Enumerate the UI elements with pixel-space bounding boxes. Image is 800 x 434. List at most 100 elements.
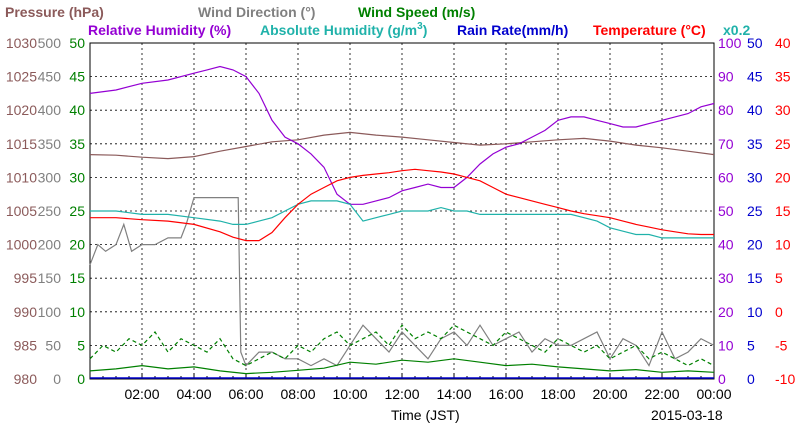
wind-direction-tick-label: 350 [38, 136, 62, 152]
legend-rain-rate: Rain Rate(mm/h) [457, 22, 568, 38]
legend-wind-speed: Wind Speed (m/s) [358, 4, 475, 20]
wind-direction-line [89, 197, 715, 367]
temperature-tick-label: 40 [775, 35, 791, 51]
wind-direction-tick-label: 50 [45, 337, 61, 353]
rain-rate-tick-label: 30 [747, 169, 763, 185]
temperature-c-line [90, 168, 714, 242]
relative-humidity-tick-label: 90 [718, 69, 734, 85]
pressure-tick-label: 1015 [6, 136, 37, 152]
wind-speed-tick-label: 20 [69, 237, 85, 253]
pressure-hpa-line [89, 131, 715, 160]
legend-wind-direction: Wind Direction (°) [198, 4, 315, 20]
rain-rate-tick-label: 35 [747, 136, 763, 152]
wind-speed-tick-label: 35 [69, 136, 85, 152]
x-tick-label: 04:00 [176, 386, 211, 402]
absolute-humidity-g-m3-x0-2-line [90, 200, 714, 239]
wind-speed-tick-label: 50 [69, 35, 85, 51]
rain-rate-tick-label: 0 [747, 371, 755, 387]
wind-speed-tick-label: 15 [69, 270, 85, 286]
wind-direction-tick-label: 250 [38, 203, 62, 219]
x-tick-label: 12:00 [384, 386, 419, 402]
wind-speed-tick-label: 5 [77, 337, 85, 353]
wind-speed-tick-label: 25 [69, 203, 85, 219]
series-lines [89, 65, 715, 379]
pressure-tick-label: 980 [14, 371, 38, 387]
legend-relative-humidity: Relative Humidity (%) [88, 22, 231, 38]
rain-rate-tick-label: 25 [747, 203, 763, 219]
temperature-tick-label: 15 [775, 203, 791, 219]
relative-humidity-tick-label: 30 [718, 270, 734, 286]
legend-absolute-humidity-close: ) [423, 22, 428, 38]
wind-direction-tick-label: 150 [38, 270, 62, 286]
wind-speed-tick-label: 40 [69, 102, 85, 118]
rain-rate-tick-label: 40 [747, 102, 763, 118]
rain-rate-tick-label: 20 [747, 237, 763, 253]
x-tick-label: 22:00 [644, 386, 679, 402]
pressure-tick-label: 1000 [6, 237, 37, 253]
x-tick-label: 06:00 [228, 386, 263, 402]
pressure-tick-label: 1020 [6, 102, 37, 118]
wind-direction-tick-label: 450 [38, 69, 62, 85]
wind-speed-tick-label: 45 [69, 69, 85, 85]
axes: 02:00 04:00 06:00 08:00 10:00 12:00 14:00 16:00… [6, 35, 796, 402]
relative-humidity-tick-label: 60 [718, 169, 734, 185]
relative-humidity-tick-label: 100 [718, 35, 742, 51]
wind-direction-tick-label: 300 [38, 169, 62, 185]
pressure-tick-label: 1030 [6, 35, 37, 51]
rain-rate-tick-label: 45 [747, 69, 763, 85]
pressure-tick-label: 990 [14, 304, 38, 320]
relative-humidity-tick-label: 80 [718, 102, 734, 118]
legend: Pressure (hPa) Wind Direction (°) Wind S… [5, 4, 750, 38]
x-tick-label: 00:00 [696, 386, 731, 402]
relative-humidity-line [89, 65, 715, 205]
temperature-tick-label: -5 [775, 337, 788, 353]
x-axis-label: Time (JST) [391, 407, 460, 423]
wind-direction-tick-label: 500 [38, 35, 62, 51]
pressure-tick-label: 985 [14, 337, 38, 353]
x-tick-label: 18:00 [540, 386, 575, 402]
relative-humidity-tick-label: 70 [718, 136, 734, 152]
wind-direction-tick-label: 0 [53, 371, 61, 387]
wind-speed-m-s-line [89, 358, 715, 375]
wind-speed-tick-label: 0 [77, 371, 85, 387]
wind-direction-tick-label: 200 [38, 237, 62, 253]
rain-rate-tick-label: 5 [747, 337, 755, 353]
pressure-tick-label: 995 [14, 270, 38, 286]
relative-humidity-tick-label: 20 [718, 304, 734, 320]
rain-rate-tick-label: 10 [747, 304, 763, 320]
x-tick-label: 02:00 [124, 386, 159, 402]
legend-pressure: Pressure (hPa) [5, 4, 104, 20]
wind-direction-tick-label: 100 [38, 304, 62, 320]
wind-speed-tick-label: 30 [69, 169, 85, 185]
temperature-tick-label: 35 [775, 69, 791, 85]
rain-rate-tick-label: 15 [747, 270, 763, 286]
temperature-tick-label: 20 [775, 169, 791, 185]
legend-absolute-humidity: Absolute Humidity (g/m3) [260, 21, 427, 38]
relative-humidity-tick-label: 0 [718, 371, 726, 387]
legend-scale-factor: x0.2 [723, 22, 750, 38]
grid [89, 42, 715, 380]
temperature-tick-label: 30 [775, 102, 791, 118]
pressure-tick-label: 1005 [6, 203, 37, 219]
pressure-tick-label: 1010 [6, 169, 37, 185]
wind-speed-tick-label: 10 [69, 304, 85, 320]
rain-rate-tick-label: 50 [747, 35, 763, 51]
legend-absolute-humidity-sup: 3 [417, 21, 423, 32]
wind-speed-gust-m-s-line [89, 324, 715, 367]
temperature-tick-label: 0 [775, 304, 783, 320]
temperature-tick-label: 25 [775, 136, 791, 152]
legend-absolute-humidity-label: Absolute Humidity (g/m [260, 22, 417, 38]
legend-temperature: Temperature (°C) [593, 22, 706, 38]
relative-humidity-tick-label: 50 [718, 203, 734, 219]
x-tick-label: 20:00 [592, 386, 627, 402]
relative-humidity-tick-label: 10 [718, 337, 734, 353]
temperature-tick-label: -10 [775, 371, 795, 387]
x-tick-label: 14:00 [436, 386, 471, 402]
x-tick-label: 08:00 [280, 386, 315, 402]
relative-humidity-tick-label: 40 [718, 237, 734, 253]
x-tick-label: 10:00 [332, 386, 367, 402]
x-tick-label: 16:00 [488, 386, 523, 402]
wind-direction-tick-label: 400 [38, 102, 62, 118]
pressure-tick-label: 1025 [6, 69, 37, 85]
